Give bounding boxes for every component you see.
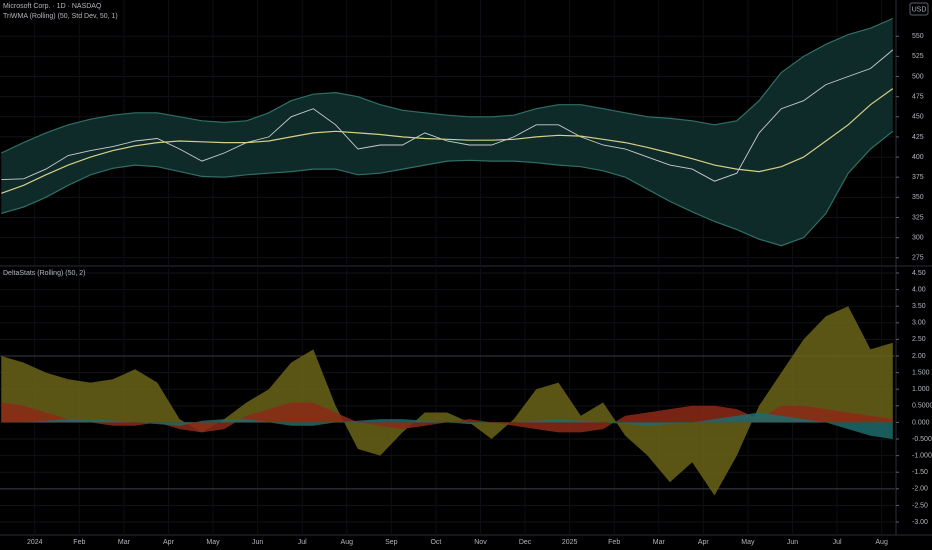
x-tick-label: Nov <box>474 539 487 546</box>
x-tick-label: Oct <box>430 539 441 546</box>
y-tick-label: 550 <box>912 33 924 40</box>
x-tick-label: May <box>741 539 755 546</box>
y-tick-label: 0.000 <box>912 419 930 426</box>
y-tick-label: -1.50 <box>912 469 928 476</box>
series-area <box>1 306 893 496</box>
y-tick-label: -2.00 <box>912 486 928 493</box>
y-tick-label: -0.5000 <box>912 436 932 443</box>
y-tick-label: 1.000 <box>912 386 930 393</box>
x-tick-label: Jul <box>833 539 842 546</box>
x-tick-label: Aug <box>875 539 888 546</box>
y-tick-label: 3.00 <box>912 320 926 327</box>
x-tick-label: Feb <box>73 539 85 546</box>
x-tick-label: Apr <box>163 539 175 546</box>
band-fill <box>1 18 893 246</box>
y-tick-label: 500 <box>912 73 924 80</box>
currency-label[interactable]: USD <box>912 6 927 13</box>
y-tick-label: 325 <box>912 214 924 221</box>
y-tick-label: 1.500 <box>912 369 930 376</box>
y-tick-label: 450 <box>912 114 924 121</box>
y-tick-label: 4.00 <box>912 286 926 293</box>
y-tick-label: 375 <box>912 174 924 181</box>
y-tick-label: -1.000 <box>912 452 932 459</box>
series-line <box>1 49 894 182</box>
x-tick-label: 2024 <box>27 539 43 546</box>
indicator-label: TriWMA (Rolling) (50, Std Dev, 50, 1) <box>3 13 118 20</box>
y-tick-label: 4.50 <box>912 270 926 277</box>
x-tick-label: Dec <box>519 539 532 546</box>
x-tick-label: Sep <box>385 539 398 546</box>
x-tick-label: Jun <box>252 539 263 546</box>
y-tick-label: 525 <box>912 53 924 60</box>
x-tick-label: Mar <box>653 539 666 546</box>
y-tick-label: 350 <box>912 194 924 201</box>
y-tick-label: 475 <box>912 94 924 101</box>
x-tick-label: 2025 <box>562 539 578 546</box>
band-line <box>1 130 894 247</box>
y-tick-label: 425 <box>912 134 924 141</box>
x-tick-label: Jul <box>298 539 307 546</box>
y-tick-label: 275 <box>912 255 924 262</box>
band-line <box>1 17 894 154</box>
x-tick-label: Jun <box>787 539 798 546</box>
x-tick-label: Apr <box>698 539 710 546</box>
series-area <box>1 412 893 439</box>
y-tick-label: 0.5000 <box>912 403 932 410</box>
series-line <box>1 88 894 194</box>
y-tick-label: 300 <box>912 234 924 241</box>
indicator-label: DeltaStats (Rolling) (50, 2) <box>3 270 85 277</box>
y-tick-label: -3.00 <box>912 519 928 526</box>
y-tick-label: 400 <box>912 154 924 161</box>
x-tick-label: Feb <box>608 539 620 546</box>
x-tick-label: Aug <box>341 539 354 546</box>
y-tick-label: 3.50 <box>912 303 926 310</box>
x-tick-label: Mar <box>118 539 131 546</box>
currency-button[interactable] <box>909 2 929 16</box>
x-tick-label: May <box>206 539 220 546</box>
y-tick-label: 2.00 <box>912 353 926 360</box>
y-tick-label: 2.50 <box>912 336 926 343</box>
series-area <box>1 402 893 433</box>
y-tick-label: -2.50 <box>912 502 928 509</box>
chart-title: Microsoft Corp. · 1D · NASDAQ <box>3 3 102 10</box>
